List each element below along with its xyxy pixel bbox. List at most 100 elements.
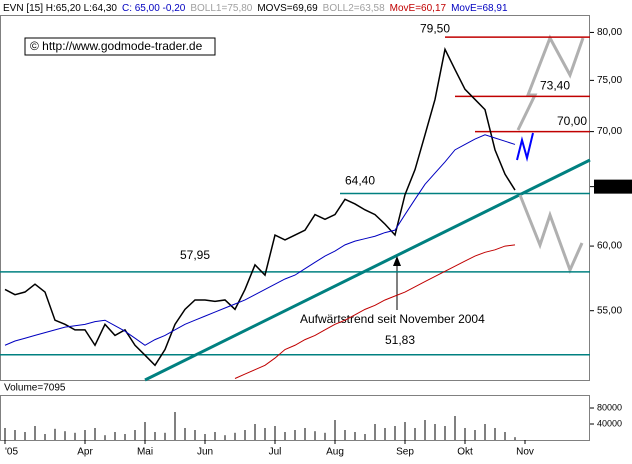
volume-bar (114, 432, 116, 440)
level-label: 73,40 (540, 79, 570, 93)
y-tick-label: 40000 (597, 418, 622, 428)
volume-bar (504, 432, 506, 440)
volume-bar (354, 432, 356, 440)
volume-bar (14, 430, 16, 440)
volume-bar (104, 435, 106, 440)
volume-bar (324, 432, 326, 440)
volume-bar (34, 426, 36, 440)
volume-bar (444, 426, 446, 440)
price-panel (0, 15, 590, 381)
header-item: BOLL2=63,58 (323, 3, 385, 14)
volume-bar (124, 434, 126, 440)
x-tick-label: Okt (457, 447, 473, 458)
header: EVN [15] H:65,20 L:64,30 C: 65,00 -0,20 BO… (3, 3, 508, 14)
y-tick-label: 55,00 (597, 305, 622, 316)
volume-bar (514, 437, 516, 440)
series-line (234, 244, 516, 379)
volume-bar (194, 430, 196, 440)
volume-bar (454, 416, 456, 440)
header-item: EVN [15] H:65,20 L:64,30 (3, 3, 117, 14)
volume-bar (364, 434, 366, 440)
volume-bar (174, 412, 176, 440)
header-item: MovE=60,17 (390, 3, 447, 14)
volume-bar (424, 420, 426, 440)
y-tick-label: 80,00 (597, 27, 622, 38)
volume-bar (344, 430, 346, 440)
volume-bar (54, 428, 56, 440)
volume-bar (284, 432, 286, 440)
x-tick-label: Aug (326, 447, 344, 458)
volume-bar (144, 422, 146, 440)
level-label: 57,95 (180, 248, 210, 262)
volume-bar (474, 430, 476, 440)
last-price-box (594, 179, 632, 194)
volume-bar (334, 420, 336, 440)
y-tick-label: 65,00 (597, 181, 622, 192)
volume-bar (394, 426, 396, 440)
x-tick-label: '05 (5, 447, 18, 458)
volume-label: Volume=7095 (4, 383, 66, 394)
x-tick-label: Sep (396, 447, 414, 458)
projection-up (516, 34, 585, 131)
arrow-head (393, 256, 401, 266)
level-label: 79,50 (420, 21, 450, 35)
volume-bar (274, 426, 276, 440)
volume-bar (134, 430, 136, 440)
volume-bar (384, 428, 386, 440)
header-item: MOVS=69,69 (257, 3, 318, 14)
level-label: 64,40 (345, 174, 375, 188)
x-tick-label: Apr (77, 447, 93, 458)
volume-bar (44, 434, 46, 440)
y-tick-label: 80000 (597, 402, 622, 412)
header-item: C: 65,00 -0,20 (122, 3, 186, 14)
level-label: 70,00 (557, 114, 587, 128)
volume-bar (414, 428, 416, 440)
volume-bar (84, 430, 86, 440)
volume-bar (164, 432, 166, 440)
trend-line (144, 158, 591, 382)
volume-bar (374, 424, 376, 440)
series-line (4, 134, 516, 346)
volume-panel (0, 395, 590, 441)
volume-bar (464, 428, 466, 440)
projection-down (518, 194, 584, 275)
volume-bar (254, 424, 256, 440)
volume-bar (204, 434, 206, 440)
volume-bar (184, 428, 186, 440)
volume-bar (24, 432, 26, 440)
copyright: © http://www.godmode-trader.de (30, 39, 203, 53)
header-item: MovE=68,91 (451, 3, 508, 14)
projection-short (516, 132, 534, 162)
volume-bar (404, 422, 406, 440)
volume-bar (234, 432, 236, 440)
annotation: Aufwärtstrend seit November 2004 (300, 312, 485, 326)
y-tick-label: 75,00 (597, 75, 622, 86)
volume-bar (224, 435, 226, 440)
volume-bar (434, 424, 436, 440)
volume-bar (94, 428, 96, 440)
header-item: BOLL1=75,80 (190, 3, 252, 14)
x-tick-label: Nov (516, 447, 534, 458)
volume-bar (4, 428, 6, 440)
series-line (4, 47, 516, 367)
volume-bar (304, 428, 306, 440)
volume-bar (294, 430, 296, 440)
x-tick-label: Jul (269, 447, 282, 458)
volume-bar (244, 430, 246, 440)
volume-bar (494, 428, 496, 440)
volume-bar (214, 432, 216, 440)
y-tick-label: 60,00 (597, 241, 622, 252)
x-tick-label: Mai (137, 447, 153, 458)
volume-bar (154, 432, 156, 440)
volume-bar (74, 432, 76, 440)
copyright-box (24, 37, 216, 56)
level-label: 51,83 (385, 333, 415, 347)
volume-bar (314, 431, 316, 440)
volume-bar (64, 431, 66, 440)
volume-bar (484, 424, 486, 440)
x-tick-label: Jun (197, 447, 213, 458)
volume-bar (264, 428, 266, 440)
y-tick-label: 70,00 (597, 126, 622, 137)
